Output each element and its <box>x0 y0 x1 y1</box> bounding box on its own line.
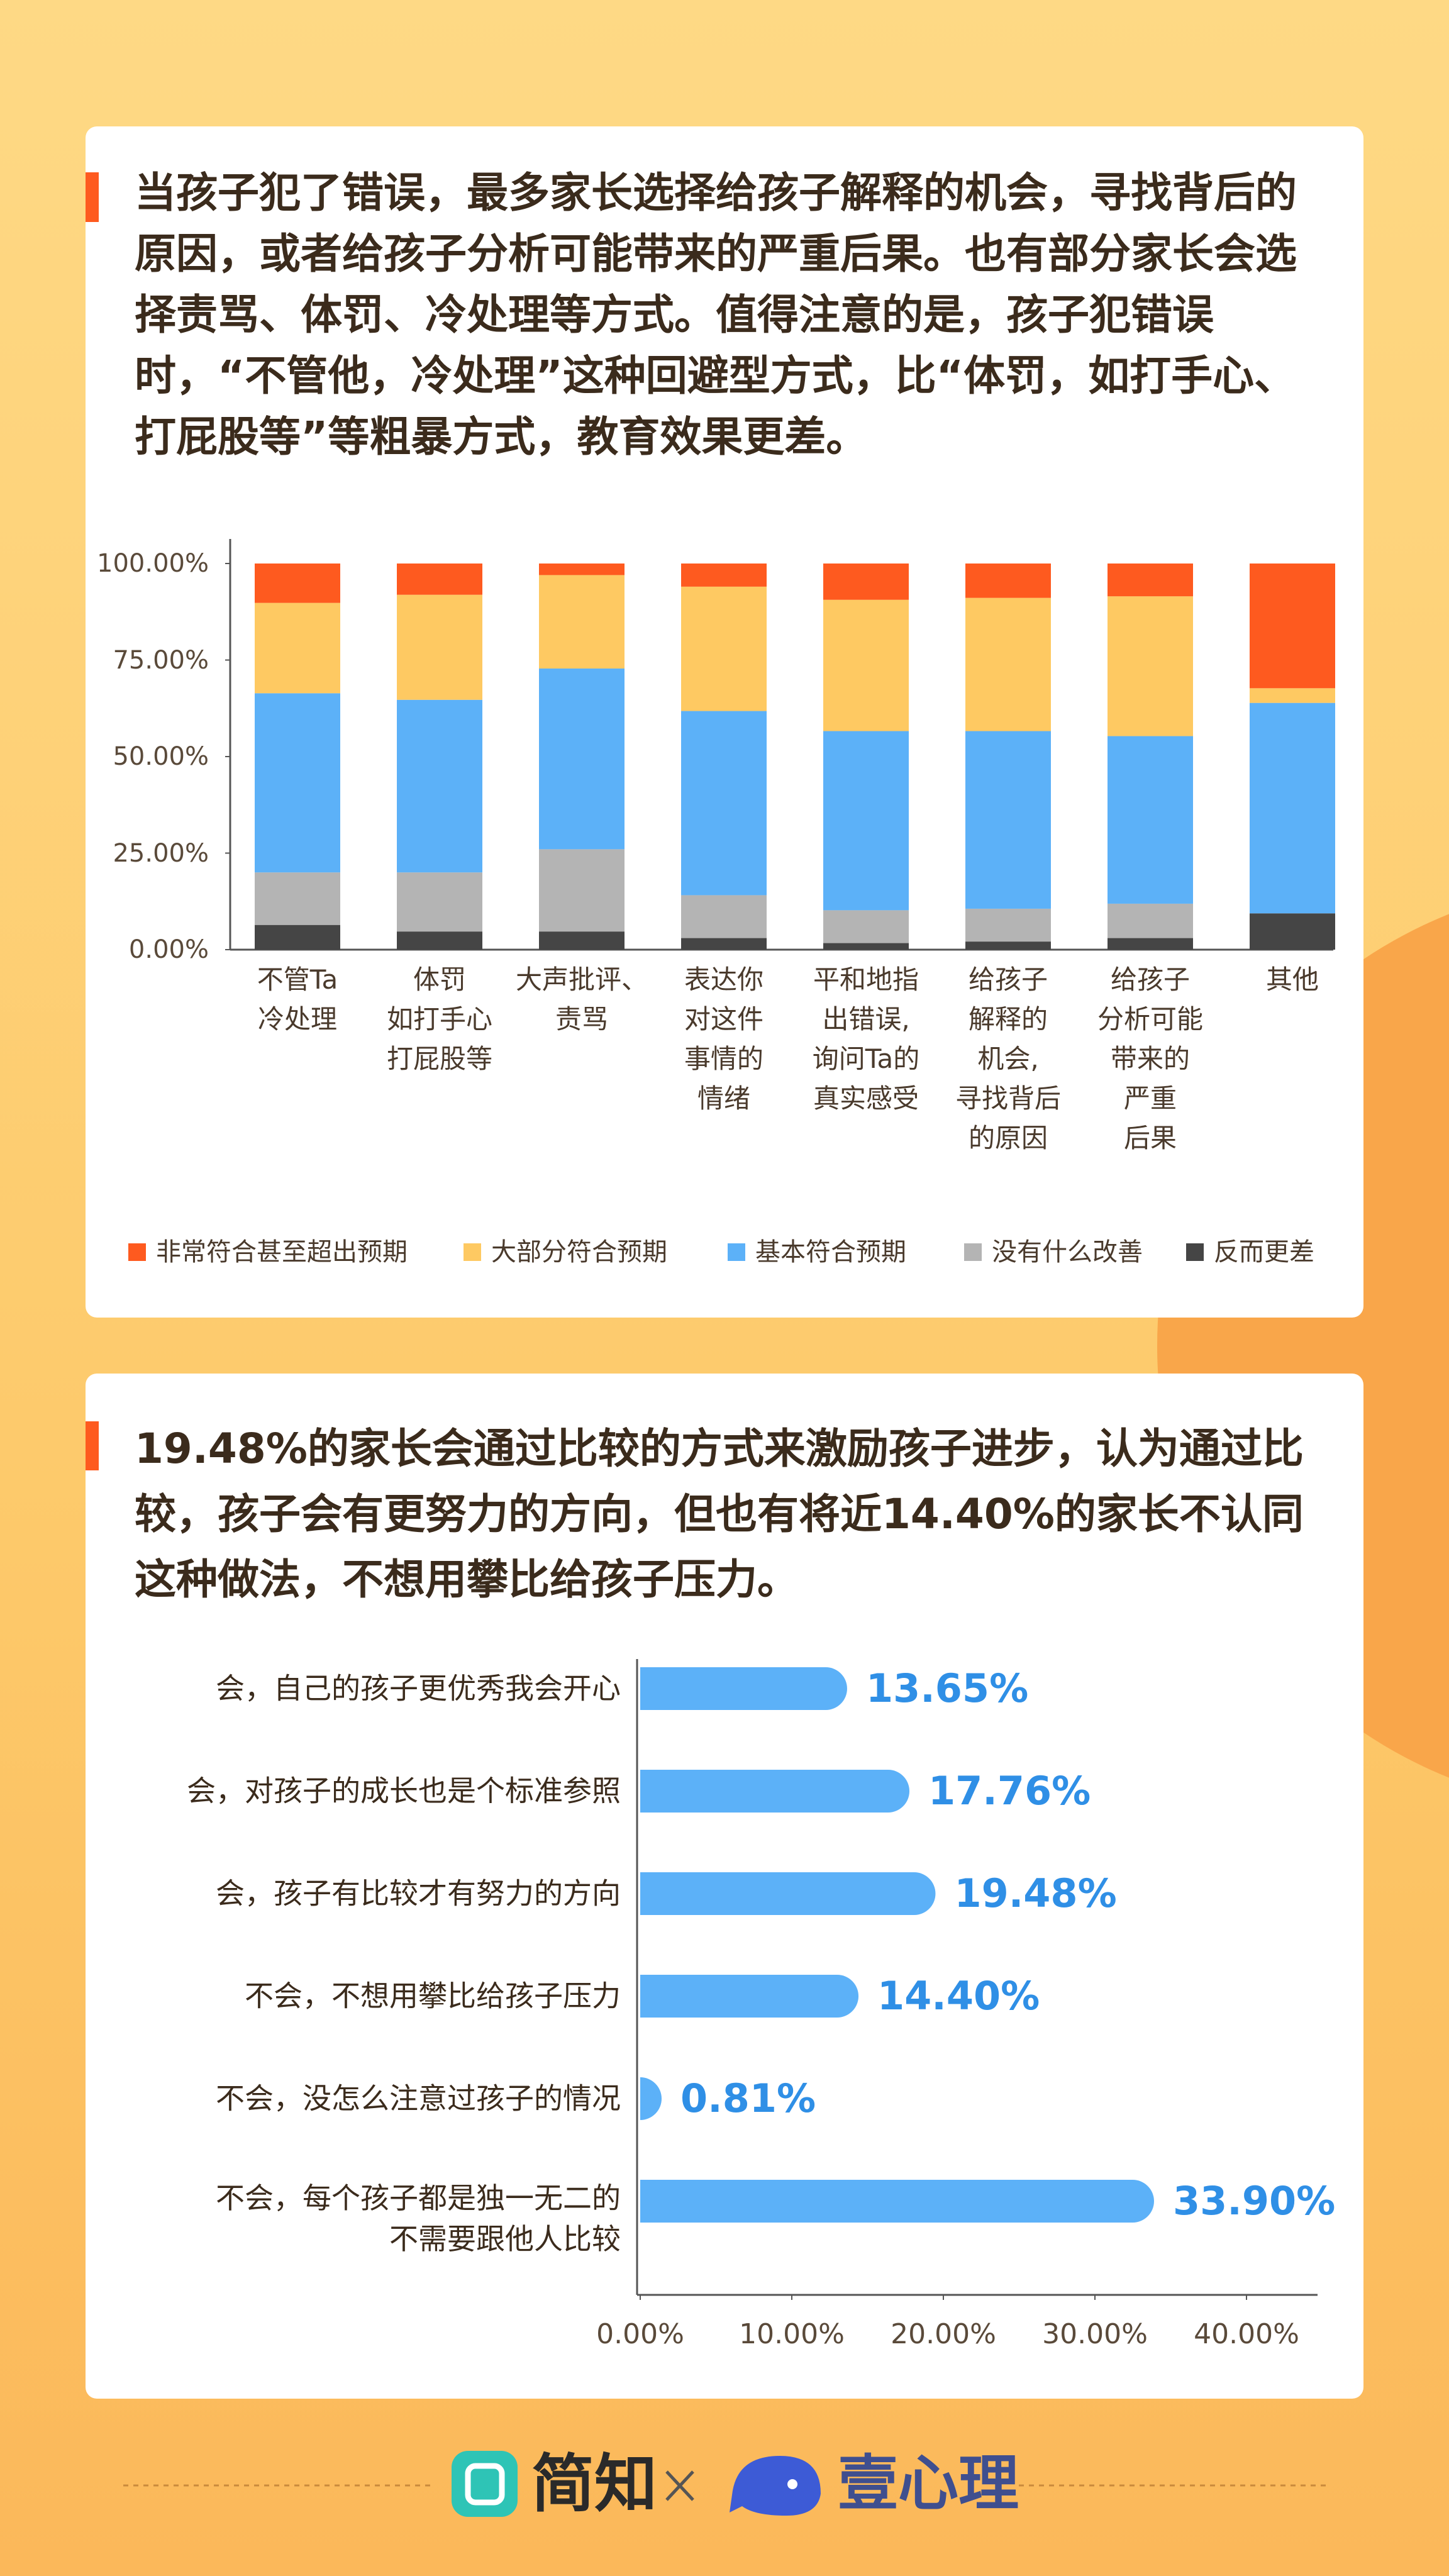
legend-swatch <box>728 1243 745 1261</box>
bar-segment <box>397 594 482 700</box>
bar-segment <box>965 564 1051 598</box>
y-tick-label: 100.00% <box>97 549 209 578</box>
bar-segment <box>965 941 1051 950</box>
cross <box>665 2470 694 2501</box>
bar <box>640 1667 847 1710</box>
bar-segment <box>681 711 767 896</box>
bar-segment <box>397 872 482 932</box>
x-tick-label: 体罚 如打手心 打屁股等 <box>386 964 493 1074</box>
value-label: 33.90% <box>1172 2177 1336 2224</box>
brand: 壹心理 <box>838 2448 1019 2519</box>
x-tick-label: 表达你 对这件 事情的 情绪 <box>684 964 764 1114</box>
brand: 简知 <box>531 2447 657 2521</box>
bar-segment <box>255 602 340 694</box>
bar-segment <box>539 575 625 669</box>
bar-segment <box>823 943 909 950</box>
bar-segment <box>823 599 909 731</box>
bar-segment <box>1250 702 1335 914</box>
y-tick-label: 75.00% <box>113 645 209 675</box>
section-title: 当孩子犯了错误，最多家长选择给孩子解释的机会，寻找背后的原因，或者给孩子分析可能… <box>135 169 1297 461</box>
bar <box>640 1770 910 1813</box>
legend-swatch <box>464 1243 481 1261</box>
legend-label: 大部分符合预期 <box>491 1238 667 1267</box>
logo-icon <box>465 2463 505 2506</box>
legend-label: 没有什么改善 <box>992 1238 1143 1267</box>
legend-label: 非常符合甚至超出预期 <box>156 1238 408 1267</box>
value-label: 13.65% <box>865 1665 1029 1711</box>
bar-segment <box>1108 596 1193 736</box>
bar-segment <box>255 693 340 873</box>
bar-segment <box>1108 564 1193 597</box>
accent-bar <box>86 1421 99 1470</box>
y-tick-label: 25.00% <box>113 838 209 868</box>
y-tick-label: 不会，没怎么注意过孩子的情况 <box>216 2081 621 2116</box>
bar-segment <box>1108 903 1193 938</box>
y-tick-label: 不会，不想用攀比给孩子压力 <box>245 1979 621 2013</box>
legend-swatch <box>1186 1243 1204 1261</box>
bar-segment <box>539 564 625 575</box>
value-label: 19.48% <box>954 1870 1117 1916</box>
bar-segment <box>681 895 767 938</box>
bar-segment <box>397 564 482 595</box>
x-tick-label: 给孩子 解释的 机会, 寻找背后 的原因 <box>955 964 1062 1153</box>
bar-segment <box>255 564 340 603</box>
x-tick-label: 不管Ta 冷处理 <box>257 964 338 1035</box>
bar <box>640 1975 859 2018</box>
bar-segment <box>965 731 1051 909</box>
logo-icon <box>730 2456 821 2516</box>
x-tick-label: 大声批评、 责骂 <box>515 964 648 1035</box>
bar <box>640 2077 662 2120</box>
bar-segment <box>1250 913 1335 950</box>
bar-segment <box>681 586 767 711</box>
x-tick-label: 20.00% <box>891 2318 996 2350</box>
bar-segment <box>397 931 482 950</box>
y-tick-label: 会，对孩子的成长也是个标准参照 <box>187 1774 621 1808</box>
bar-segment <box>823 564 909 600</box>
bar-segment <box>255 924 340 950</box>
value-label: 14.40% <box>877 1972 1040 2019</box>
bar-segment <box>823 910 909 943</box>
logo-icon <box>787 2479 797 2489</box>
x-tick-label: 平和地指 出错误, 询问Ta的 真实感受 <box>812 964 920 1114</box>
legend-swatch <box>964 1243 982 1261</box>
legend-label: 反而更差 <box>1214 1238 1314 1267</box>
bar-segment <box>681 938 767 950</box>
x-tick-label: 30.00% <box>1042 2318 1148 2350</box>
bar-segment <box>1108 736 1193 904</box>
accent-bar <box>86 172 99 222</box>
x-tick-label: 0.00% <box>596 2318 684 2350</box>
bar-segment <box>397 699 482 873</box>
bar-segment <box>1108 938 1193 950</box>
bar <box>640 2180 1154 2223</box>
logo-icon <box>452 2451 518 2517</box>
y-tick-label: 0.00% <box>128 935 209 964</box>
legend-swatch <box>128 1243 146 1261</box>
bar-segment <box>539 931 625 950</box>
value-label: 17.76% <box>928 1767 1091 1814</box>
y-tick-label: 不会，每个孩子都是独一无二的 不需要跟他人比较 <box>216 2181 621 2256</box>
bar-segment <box>823 731 909 911</box>
section-title: 19.48%的家长会通过比较的方式来激励孩子进步，认为通过比较，孩子会有更努力的… <box>135 1424 1304 1604</box>
bar-segment <box>539 849 625 932</box>
bar-segment <box>681 564 767 587</box>
x-tick-label: 其他 <box>1265 964 1319 995</box>
bar-segment <box>1250 688 1335 703</box>
bar <box>640 1872 936 1915</box>
bar-segment <box>965 908 1051 942</box>
value-label: 0.81% <box>680 2075 816 2121</box>
bar-segment <box>965 597 1051 731</box>
bar-segment <box>1250 564 1335 689</box>
y-tick-label: 会，孩子有比较才有努力的方向 <box>216 1876 621 1911</box>
x-tick-label: 给孩子 分析可能 带来的 严重 后果 <box>1097 964 1204 1153</box>
legend-label: 基本符合预期 <box>755 1238 906 1267</box>
y-tick-label: 50.00% <box>113 742 209 771</box>
bar-segment <box>255 872 340 925</box>
x-tick-label: 40.00% <box>1194 2318 1299 2350</box>
y-tick-label: 会，自己的孩子更优秀我会开心 <box>216 1671 621 1706</box>
bar-segment <box>539 669 625 850</box>
x-tick-label: 10.00% <box>739 2318 845 2350</box>
